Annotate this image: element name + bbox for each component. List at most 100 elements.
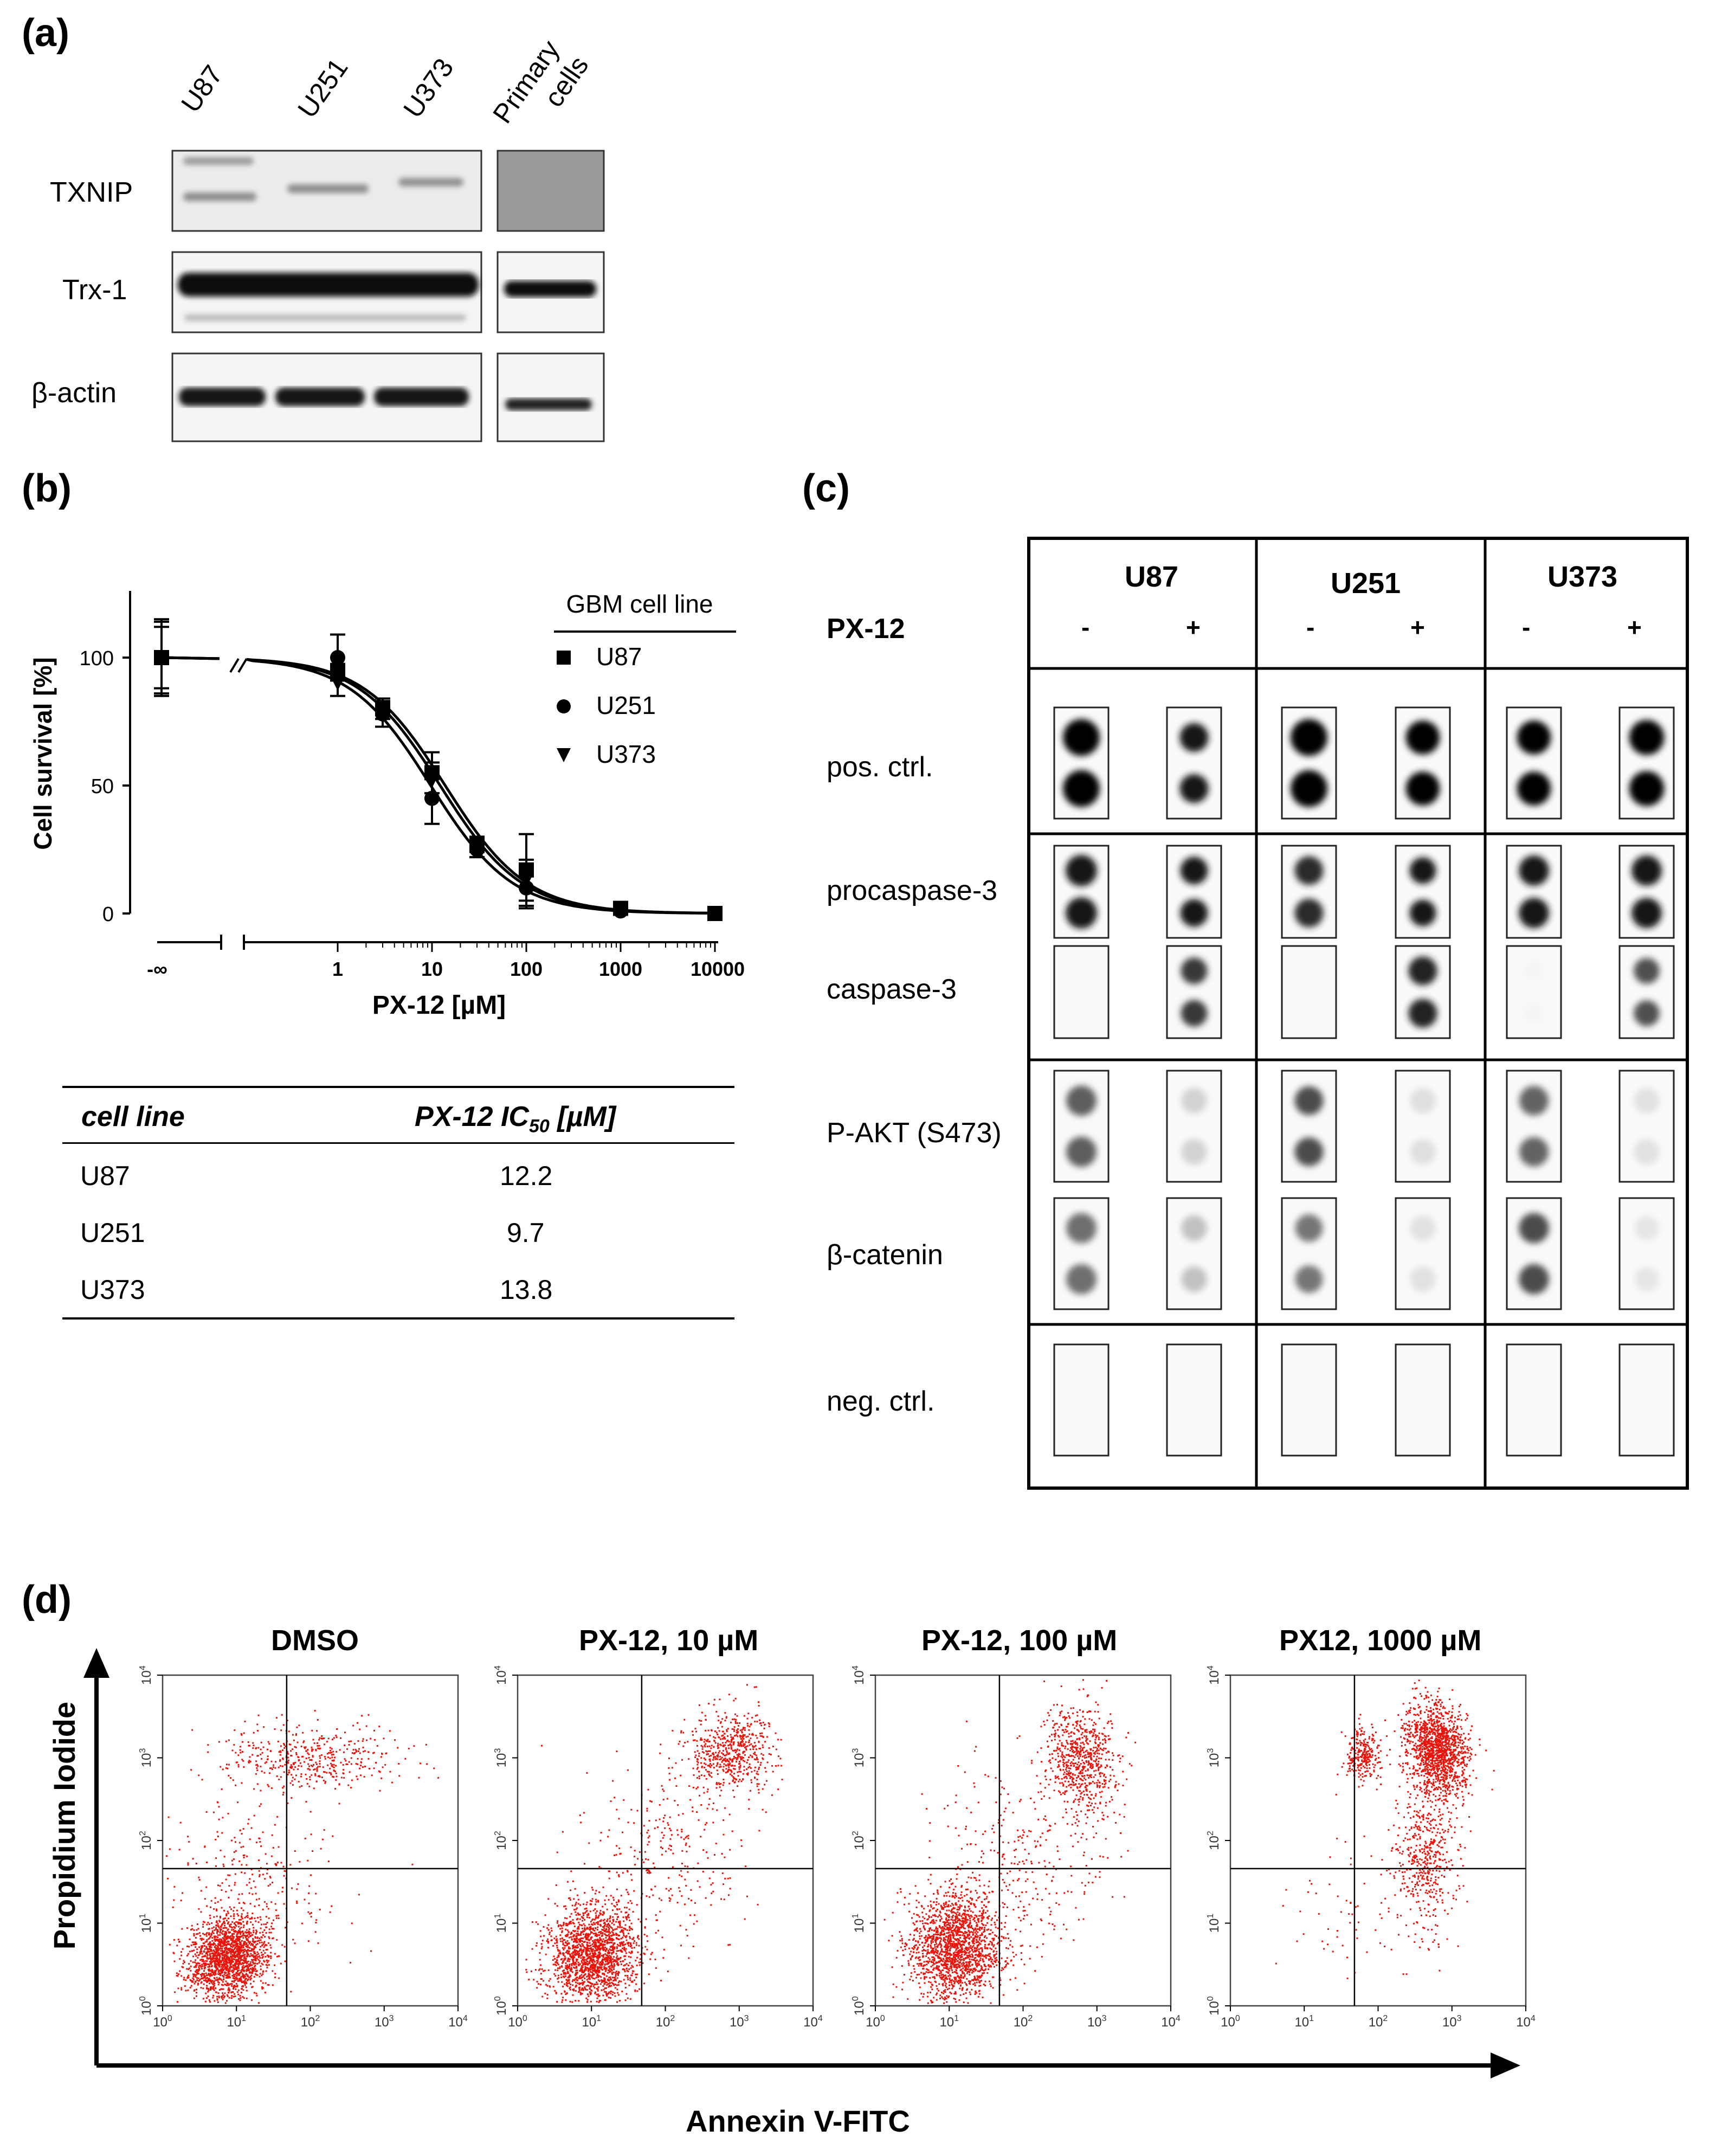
flow-event-dot (231, 1975, 234, 1977)
flow-event-dot (578, 1940, 581, 1942)
flow-event-dot (216, 1932, 218, 1934)
flow-event-dot (255, 1893, 257, 1895)
flow-event-dot (549, 1978, 551, 1980)
flow-event-dot (264, 1952, 266, 1954)
flow-event-dot (218, 1978, 221, 1980)
flow-event-dot (216, 1915, 218, 1917)
flow-event-dot (605, 1939, 607, 1941)
flow-event-dot (250, 1944, 252, 1946)
flow-event-dot (680, 1774, 682, 1777)
flow-event-dot (740, 1738, 742, 1740)
flow-event-dot (257, 1956, 259, 1958)
flow-event-dot (265, 1982, 267, 1984)
flow-event-dot (223, 1909, 225, 1912)
flow-event-dot (208, 1988, 210, 1990)
flow-event-dot (744, 1727, 746, 1729)
flow-event-dot (364, 1750, 366, 1752)
flow-event-dot (339, 1749, 341, 1751)
flow-event-dot (591, 1964, 593, 1966)
flow-event-dot (223, 1865, 225, 1868)
flow-event-dot (566, 1917, 568, 1920)
flow-event-dot (217, 1953, 219, 1955)
flow-event-dot (251, 1874, 254, 1876)
flow-event-dot (739, 1765, 741, 1767)
flow-event-dot (253, 1929, 255, 1932)
flow-event-dot (306, 1750, 307, 1752)
flow-event-dot (223, 1978, 225, 1980)
flow-event-dot (694, 1739, 696, 1741)
flow-event-dot (584, 1968, 586, 1970)
flow-event-dot (196, 1948, 198, 1951)
flow-event-dot (425, 1743, 427, 1746)
flow-event-dot (737, 1722, 739, 1724)
flow-event-dot (211, 1968, 213, 1971)
flow-event-dot (230, 1970, 233, 1972)
flow-event-dot (560, 1993, 563, 1995)
flow-event-dot (608, 1938, 610, 1940)
flow-event-dot (610, 1935, 612, 1937)
flow-event-dot (236, 1940, 238, 1942)
flow-event-dot (547, 1898, 550, 1900)
flow-event-dot (268, 1964, 270, 1966)
flow-event-dot (241, 1913, 243, 1915)
flow-event-dot (584, 1977, 586, 1979)
flow-event-dot (570, 1921, 572, 1922)
flow-event-dot (599, 1983, 602, 1985)
flow-event-dot (220, 1960, 222, 1962)
flow-event-dot (187, 1864, 189, 1866)
flow-event-dot (708, 1798, 711, 1800)
flow-event-dot (746, 1761, 748, 1764)
x-tick-label: 1000 (599, 958, 642, 980)
data-point-u373 (424, 773, 440, 788)
flow-event-dot (304, 1837, 306, 1839)
flow-event-dot (333, 1759, 335, 1761)
flow-event-dot (211, 1950, 213, 1952)
flow-event-dot (238, 1954, 241, 1956)
flow-event-dot (249, 1950, 251, 1952)
flow-event-dot (597, 1921, 599, 1923)
flow-event-dot (257, 1953, 260, 1955)
flow-event-dot (713, 1704, 715, 1706)
flow-event-dot (212, 1956, 215, 1958)
flow-event-dot (606, 1926, 608, 1928)
flow-event-dot (708, 1703, 710, 1705)
flow-event-dot (246, 1951, 248, 1953)
flow-event-dot (215, 1987, 216, 1989)
flow-event-dot (575, 1973, 577, 1975)
flow-event-dot (258, 1859, 260, 1861)
flow-event-dot (612, 1929, 614, 1931)
flow-event-dot (295, 1753, 298, 1755)
flow-event-dot (214, 1971, 216, 1973)
flow-event-dot (758, 1701, 759, 1703)
flow-event-dot (256, 1970, 258, 1972)
flow-event-dot (227, 1922, 229, 1925)
flow-event-dot (625, 1907, 628, 1909)
panel-label-b: (b) (22, 467, 72, 510)
flow-event-dot (591, 1898, 594, 1900)
flow-event-dot (625, 1967, 628, 1970)
flow-event-dot (296, 1726, 298, 1728)
flow-event-dot (398, 1775, 401, 1777)
flow-event-dot (217, 1992, 220, 1994)
flow-event-dot (332, 1775, 334, 1778)
flow-event-dot (195, 1942, 197, 1945)
flow-event-dot (573, 1951, 576, 1953)
flow-event-dot (229, 1925, 231, 1927)
flow-event-dot (362, 1750, 364, 1753)
sign-minus: - (1081, 613, 1090, 641)
flow-event-dot (268, 1785, 270, 1787)
flow-event-dot (597, 1947, 599, 1949)
flow-event-dot (591, 1974, 594, 1977)
flow-event-dot (195, 1966, 197, 1968)
flow-event-dot (287, 1753, 289, 1755)
flow-event-dot (267, 1885, 269, 1887)
flow-event-dot (750, 1767, 752, 1769)
flow-event-dot (338, 1803, 340, 1805)
flow-event-dot (221, 1939, 223, 1941)
flow-event-dot (251, 1959, 253, 1961)
array-row-label: neg. ctrl. (827, 1386, 935, 1417)
flow-event-dot (172, 1952, 175, 1954)
flow-event-dot (262, 1934, 264, 1936)
flow-event-dot (262, 1987, 264, 1989)
flow-event-dot (192, 1975, 195, 1978)
